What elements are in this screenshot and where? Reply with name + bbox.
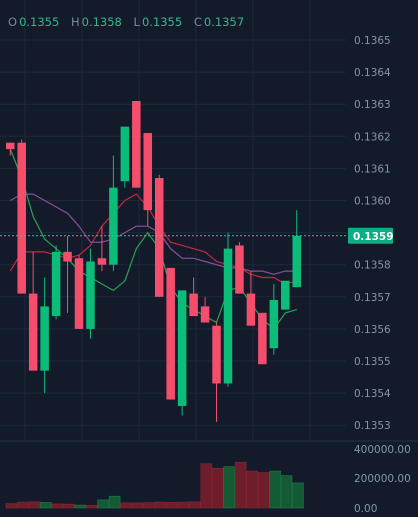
price-tick-label: 0.1356 — [354, 324, 391, 336]
candle-body[interactable] — [86, 261, 95, 329]
volume-bar — [280, 475, 293, 509]
candle-body[interactable] — [223, 248, 233, 384]
volume-bar — [28, 501, 41, 509]
candle-body[interactable] — [200, 306, 210, 323]
volume-bar — [154, 501, 167, 509]
candle-body[interactable] — [177, 290, 187, 406]
volume-bar — [17, 501, 29, 509]
price-tick-label: 0.1355 — [354, 356, 391, 368]
price-tick-label: 0.1354 — [354, 388, 391, 400]
volume-bar — [257, 472, 270, 509]
candle-body[interactable] — [97, 258, 107, 265]
volume-bar — [246, 470, 258, 509]
volume-tick-label: 0.00 — [354, 503, 377, 513]
candle-body[interactable] — [189, 293, 198, 317]
high-key: H — [70, 15, 80, 29]
candle-body[interactable] — [28, 293, 38, 371]
candle-body[interactable] — [258, 312, 267, 365]
volume-bar — [166, 502, 178, 509]
volume-bar — [108, 495, 121, 509]
current-price-label: 0.1359 — [353, 231, 394, 243]
volume-bar — [234, 461, 247, 509]
candle-body[interactable] — [74, 258, 84, 329]
candle-body[interactable] — [292, 235, 302, 288]
volume-bar — [40, 502, 52, 509]
low-key: L — [133, 15, 140, 29]
volume-bar — [97, 499, 109, 509]
price-tick-label: 0.1357 — [354, 292, 391, 304]
candle-body[interactable] — [246, 293, 256, 326]
candle-body[interactable] — [143, 133, 153, 211]
candle-body[interactable] — [212, 325, 221, 384]
price-tick-label: 0.1362 — [354, 131, 391, 143]
volume-tick-label: 400000.00 — [354, 444, 411, 456]
price-tick-label: 0.1361 — [354, 163, 391, 175]
ohlc-legend: O 0.1355 H 0.1358 L 0.1355 C 0.1357 — [8, 15, 252, 29]
low-value: 0.1355 — [141, 15, 183, 29]
high-value: 0.1358 — [81, 15, 122, 29]
candle-body[interactable] — [40, 306, 49, 371]
price-tick-label: 0.1358 — [354, 260, 391, 272]
candle-body[interactable] — [269, 300, 279, 349]
moving-average-line — [10, 193, 297, 275]
candle-body[interactable] — [154, 178, 164, 297]
price-tick-label: 0.1364 — [354, 67, 391, 79]
close-key: C — [193, 15, 202, 29]
volume-bar — [85, 505, 98, 509]
open-value: 0.1355 — [19, 15, 60, 29]
candle-body[interactable] — [120, 126, 130, 182]
volume-bar — [62, 503, 75, 509]
volume-bar — [51, 503, 64, 509]
price-tick-label: 0.1365 — [354, 35, 391, 47]
volume-bar — [143, 502, 155, 509]
price-tick-label: 0.1363 — [354, 99, 391, 111]
volume-bar — [74, 504, 87, 509]
volume-bar — [200, 463, 213, 509]
open-key: O — [8, 15, 18, 29]
candle-body[interactable] — [281, 280, 290, 310]
volume-bar — [292, 482, 304, 509]
volume-bar — [131, 502, 144, 509]
candle-body[interactable] — [63, 251, 72, 262]
candle-body[interactable] — [6, 142, 15, 150]
volume-bar — [269, 470, 281, 509]
volume-bar — [177, 501, 190, 509]
volume-bar — [120, 502, 132, 509]
close-value: 0.1357 — [203, 15, 245, 29]
candle-body[interactable] — [166, 267, 175, 400]
candle-body[interactable] — [132, 100, 141, 188]
volume-bar — [211, 467, 224, 509]
candle-body[interactable] — [17, 142, 26, 294]
candle-body[interactable] — [235, 245, 244, 294]
current-price-tag — [348, 227, 393, 244]
volume-bar — [223, 466, 236, 509]
volume-bar — [189, 501, 201, 509]
volume-tick-label: 200000.00 — [354, 473, 411, 485]
volume-bar — [5, 503, 18, 509]
candle-body[interactable] — [51, 251, 61, 317]
candle-body[interactable] — [109, 187, 118, 265]
price-tick-label: 0.1360 — [354, 196, 391, 208]
price-tick-label: 0.1353 — [354, 420, 391, 432]
